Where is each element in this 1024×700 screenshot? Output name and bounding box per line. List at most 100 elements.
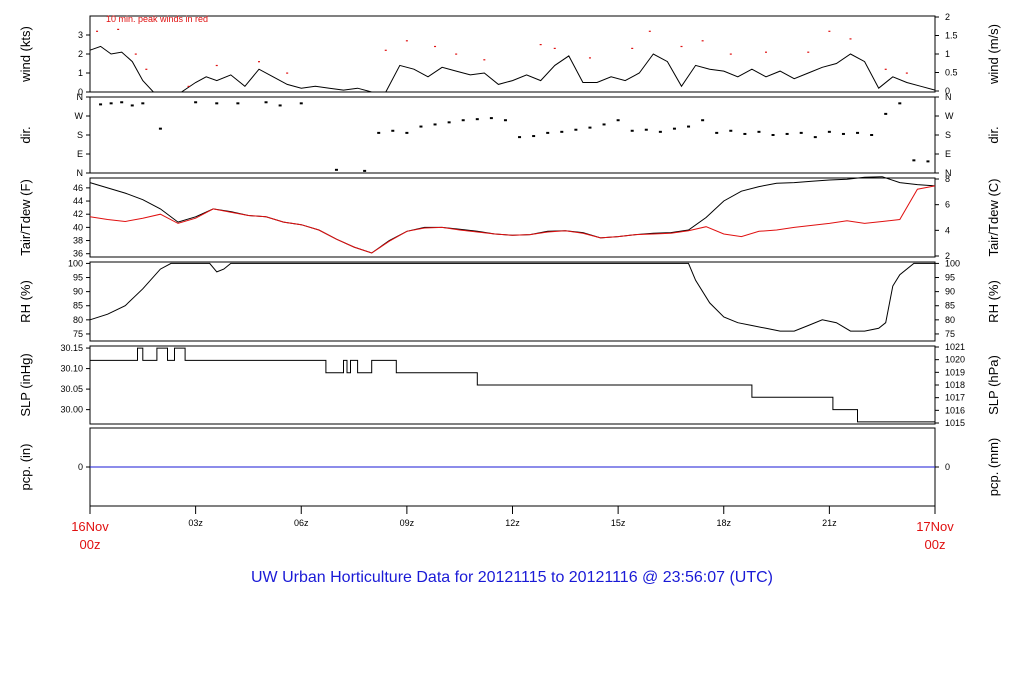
- peak-wind-mark: [828, 30, 831, 32]
- direction-point: [363, 169, 367, 172]
- ytick-label-left: W: [75, 111, 84, 121]
- ytick-label-right: 0: [945, 462, 950, 472]
- day-label-line2: 00z: [80, 537, 101, 552]
- peak-wind-mark: [849, 38, 852, 40]
- direction-point: [461, 119, 465, 122]
- ytick-label-left: 46: [73, 183, 83, 193]
- ytick-label-left: 85: [73, 301, 83, 311]
- peak-wind-mark: [258, 61, 260, 63]
- ytick-label-right: 2: [945, 251, 950, 261]
- peak-wind-mark: [905, 72, 908, 74]
- ytick-label-right: 1016: [945, 405, 965, 415]
- peak-wind-mark: [145, 68, 148, 70]
- peak-wind-mark: [701, 40, 704, 42]
- direction-point: [391, 129, 395, 132]
- direction-point: [447, 121, 451, 124]
- peak-wind-mark: [96, 30, 99, 32]
- direction-point: [419, 125, 423, 128]
- time-tick-label: 15z: [611, 518, 626, 528]
- slp-line: [90, 347, 935, 423]
- direction-point: [898, 102, 902, 105]
- ylabel-right: pcp. (mm): [986, 438, 1001, 497]
- ylabel-right: RH (%): [986, 280, 1001, 323]
- ytick-label-right: S: [945, 130, 951, 140]
- direction-point: [743, 132, 747, 135]
- ytick-label-right: 85: [945, 301, 955, 311]
- direction-point: [475, 118, 479, 121]
- direction-point: [215, 102, 219, 105]
- ytick-label-right: 0.5: [945, 68, 958, 78]
- direction-point: [588, 126, 592, 129]
- ytick-label-right: 1018: [945, 380, 965, 390]
- direction-point: [884, 112, 888, 115]
- direction-point: [616, 119, 620, 122]
- ytick-label-left: 36: [73, 249, 83, 259]
- peak-wind-mark: [134, 53, 137, 55]
- ytick-label-left: 42: [73, 209, 83, 219]
- direction-point: [299, 102, 303, 105]
- ylabel-left: SLP (inHg): [18, 353, 33, 416]
- direction-point: [489, 117, 493, 120]
- ytick-label-left: E: [77, 149, 83, 159]
- ytick-label-right: E: [945, 149, 951, 159]
- ytick-label-left: 95: [73, 273, 83, 283]
- ylabel-left: Tair/Tdew (F): [18, 179, 33, 256]
- peak-wind-mark: [384, 49, 387, 51]
- direction-point: [503, 119, 507, 122]
- ytick-label-left: 30.10: [60, 364, 83, 374]
- ytick-label-left: 75: [73, 329, 83, 339]
- direction-point: [405, 131, 409, 134]
- panel-slp: SLP (inHg) SLP (hPa) 30.00 30.05 30.10 30.15 1…: [18, 342, 1001, 428]
- ylabel-left: dir.: [18, 126, 33, 143]
- ytick-label-left: 0: [78, 462, 83, 472]
- ytick-label-right: 6: [945, 200, 950, 210]
- chart-title: UW Urban Horticulture Data for 20121115 …: [251, 569, 773, 586]
- peak-wind-mark: [215, 64, 218, 67]
- direction-point: [602, 123, 606, 126]
- direction-point: [236, 102, 240, 105]
- peak-wind-mark: [807, 51, 810, 53]
- direction-point: [870, 134, 874, 136]
- peak-wind-mark: [539, 44, 542, 46]
- direction-point: [701, 119, 705, 122]
- ytick-label-left: N: [77, 168, 84, 178]
- direction-point: [264, 101, 268, 104]
- direction-point: [799, 131, 803, 134]
- direction-point: [560, 130, 564, 133]
- peak-wind-mark: [405, 40, 408, 42]
- direction-point: [194, 101, 198, 104]
- ytick-label-left: 90: [73, 287, 83, 297]
- peak-wind-mark: [553, 47, 556, 49]
- direction-point: [729, 129, 733, 132]
- direction-point: [518, 136, 522, 139]
- ytick-label-left: 80: [73, 315, 83, 325]
- panel-precip: pcp. (in) pcp. (mm) 0 0: [18, 427, 1001, 507]
- direction-point: [546, 131, 550, 134]
- ytick-label-right: 75: [945, 329, 955, 339]
- ytick-label-right: W: [945, 111, 954, 121]
- ytick-label-right: 80: [945, 315, 955, 325]
- time-tick-label: 18z: [716, 518, 731, 528]
- ytick-label-right: 1020: [945, 355, 965, 365]
- ylabel-right: Tair/Tdew (C): [986, 178, 1001, 256]
- ytick-label-left: 38: [73, 236, 83, 246]
- direction-point: [715, 131, 719, 134]
- peak-wind-mark: [187, 85, 190, 87]
- peak-wind-mark: [483, 59, 486, 61]
- ytick-label-right: 1.5: [945, 31, 958, 41]
- ytick-label-left: 30.15: [60, 343, 83, 353]
- ytick-label-right: 4: [945, 225, 950, 235]
- ytick-label-right: 100: [945, 258, 960, 268]
- panel-rh: RH (%) RH (%) 75 80 85 90 95 100 75 80 85 90 95 100: [18, 258, 1001, 342]
- peak-winds-note: 10 min. peak winds in red: [106, 14, 208, 24]
- direction-point: [532, 135, 536, 138]
- air-temperature-line: [89, 176, 936, 254]
- peak-wind-mark: [455, 53, 458, 55]
- day-label-line1: 17Nov: [916, 519, 954, 534]
- ytick-label-left: S: [77, 130, 83, 140]
- peak-wind-mark: [286, 72, 289, 74]
- direction-point: [771, 134, 775, 136]
- peak-wind-mark: [588, 57, 591, 59]
- direction-point: [841, 132, 845, 135]
